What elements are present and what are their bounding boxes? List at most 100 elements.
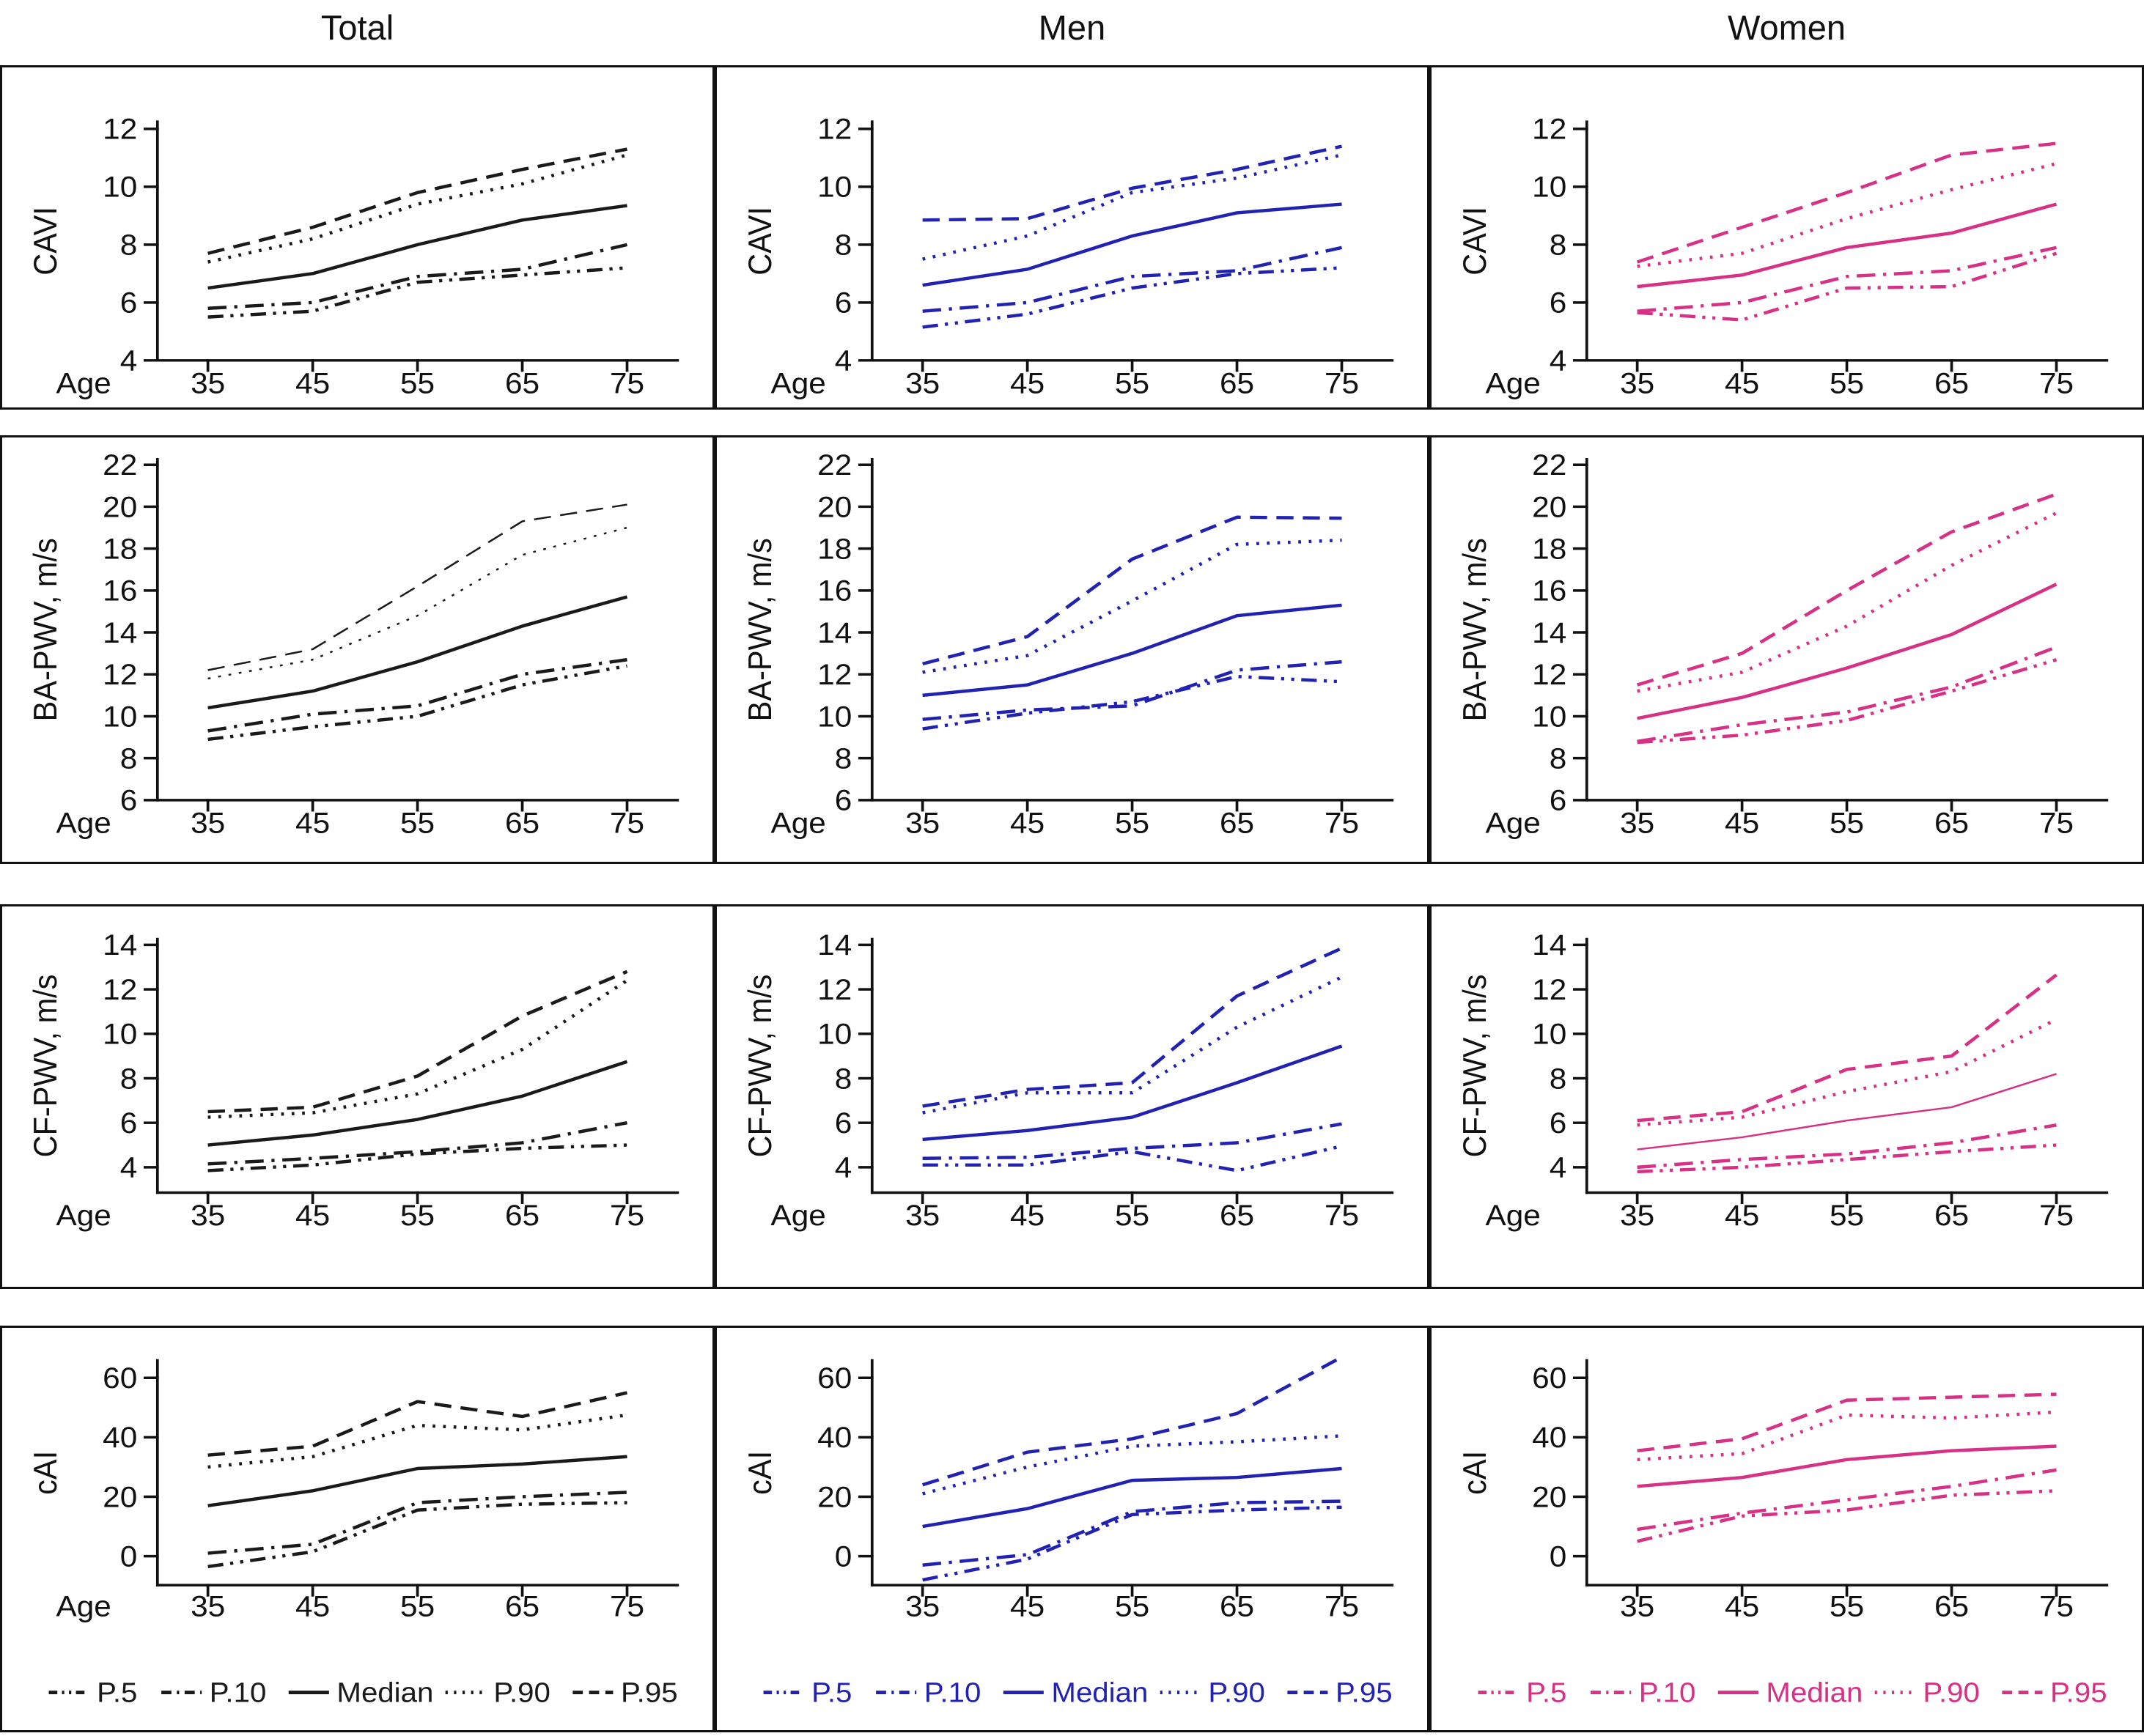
chart-total-ba-pwv: 6 8 10 12 14 16 18 20 22 35 45 55 65 75 BA-PWV, m/s Age bbox=[28, 448, 679, 839]
y-tick-label: 12 bbox=[103, 658, 137, 690]
y-tick-label: 10 bbox=[103, 171, 137, 203]
series-line-p90 bbox=[922, 153, 1343, 261]
legend-label: P.95 bbox=[2050, 1678, 2107, 1709]
series-line-p5 bbox=[207, 266, 627, 319]
legend-label: Median bbox=[1051, 1678, 1148, 1709]
x-tick-label: 45 bbox=[295, 1590, 330, 1622]
x-tick-label: 35 bbox=[191, 1199, 225, 1231]
series-line-p95 bbox=[1637, 973, 2058, 1123]
y-tick-label: 8 bbox=[835, 742, 852, 775]
y-tick-label: 4 bbox=[120, 344, 138, 377]
series-line-p10 bbox=[922, 245, 1343, 313]
y-tick-label: 8 bbox=[835, 1063, 852, 1095]
x-tick-label: 75 bbox=[2039, 1199, 2074, 1231]
column-title-men: Men bbox=[1038, 8, 1106, 47]
x-tick-label: 75 bbox=[2039, 367, 2074, 399]
age-label: Age bbox=[1486, 367, 1541, 399]
legend-label: P.10 bbox=[210, 1678, 267, 1709]
legend-item-p10: P.10 bbox=[161, 1678, 267, 1709]
x-tick-label: 75 bbox=[610, 807, 644, 839]
y-tick-label: 14 bbox=[817, 929, 852, 961]
series-line-median bbox=[922, 202, 1342, 287]
y-tick-label: 0 bbox=[835, 1540, 852, 1573]
y-tick-label: 12 bbox=[1532, 973, 1566, 1005]
series-line-p90 bbox=[207, 1413, 627, 1469]
series-line-p10 bbox=[922, 1499, 1342, 1567]
series-line-p95 bbox=[207, 147, 627, 255]
axes bbox=[858, 120, 1394, 372]
series-line-p95 bbox=[207, 1391, 628, 1457]
series-line-p90 bbox=[207, 526, 627, 680]
legend-label: P.5 bbox=[97, 1678, 137, 1709]
x-tick-label: 55 bbox=[400, 1590, 435, 1622]
x-tick-label: 75 bbox=[2039, 807, 2074, 839]
x-tick-label: 35 bbox=[1620, 1199, 1654, 1231]
y-axis-title: CAVI bbox=[1457, 207, 1494, 276]
age-label: Age bbox=[56, 1590, 111, 1622]
series-line-median bbox=[922, 603, 1342, 698]
legend-item-p10: P.10 bbox=[876, 1678, 981, 1708]
series-line-p10 bbox=[207, 658, 627, 733]
y-tick-label: 40 bbox=[1532, 1421, 1566, 1453]
x-tick-label: 65 bbox=[505, 1590, 539, 1622]
series-line-p5 bbox=[207, 664, 627, 742]
y-tick-label: 10 bbox=[817, 171, 852, 203]
age-label: Age bbox=[1486, 807, 1541, 839]
x-tick-label: 35 bbox=[1620, 367, 1654, 399]
y-tick-label: 22 bbox=[817, 448, 852, 481]
x-tick-label: 45 bbox=[295, 807, 330, 839]
series-line-p5 bbox=[922, 266, 1342, 329]
legend-label: P.10 bbox=[1639, 1678, 1696, 1709]
series-line-p95 bbox=[1636, 141, 2057, 264]
y-tick-label: 20 bbox=[817, 1481, 852, 1513]
series-line-p95 bbox=[1637, 1392, 2057, 1452]
x-tick-label: 65 bbox=[1220, 1590, 1254, 1622]
x-tick-label: 45 bbox=[1010, 807, 1045, 839]
age-label: Age bbox=[56, 367, 111, 399]
y-tick-label: 12 bbox=[103, 973, 137, 1005]
y-tick-label: 18 bbox=[817, 533, 852, 565]
x-tick-label: 65 bbox=[1934, 367, 1969, 399]
y-tick-label: 12 bbox=[103, 113, 137, 145]
y-tick-label: 6 bbox=[120, 1107, 138, 1139]
y-tick-label: 14 bbox=[1532, 929, 1566, 961]
y-tick-label: 22 bbox=[1532, 448, 1566, 481]
series-line-p5 bbox=[1637, 251, 2058, 322]
chart-men-cf-pwv: 4 6 8 10 12 14 35 45 55 65 75 CF-PWV, m/s Age bbox=[743, 929, 1394, 1232]
chart-women-cavi: 4 6 8 10 12 35 45 55 65 75 CAVI Age bbox=[1457, 113, 2109, 399]
legend-label: Median bbox=[336, 1678, 433, 1709]
chart-total-cai: 0 20 40 60 35 45 55 65 75 cAI Age P.5 P.10 Median P.90… bbox=[28, 1359, 679, 1709]
series-line-p90 bbox=[207, 979, 628, 1119]
y-tick-label: 14 bbox=[103, 929, 137, 961]
y-tick-label: 12 bbox=[1532, 658, 1566, 690]
y-axis-title: CAVI bbox=[28, 207, 65, 276]
legend-item-p5: P.5 bbox=[1478, 1678, 1566, 1708]
age-label: Age bbox=[56, 807, 111, 839]
series-line-median bbox=[207, 1060, 628, 1147]
legend-label: P.90 bbox=[493, 1678, 550, 1709]
series-line-median bbox=[1637, 1073, 2057, 1150]
axes bbox=[858, 937, 1394, 1205]
series-line-p90 bbox=[1637, 511, 2058, 693]
x-tick-label: 35 bbox=[1620, 807, 1654, 839]
series-line-p10 bbox=[922, 1122, 1342, 1160]
y-tick-label: 14 bbox=[103, 616, 137, 649]
y-tick-label: 6 bbox=[1550, 784, 1567, 816]
y-tick-label: 4 bbox=[120, 1151, 138, 1183]
y-tick-label: 20 bbox=[103, 1481, 137, 1513]
x-tick-label: 55 bbox=[1830, 807, 1864, 839]
x-tick-label: 45 bbox=[1725, 1590, 1759, 1622]
y-axis-title: cAI bbox=[28, 1451, 65, 1495]
x-tick-label: 65 bbox=[505, 367, 539, 399]
y-axis-title: CF-PWV, m/s bbox=[28, 975, 65, 1158]
y-tick-label: 40 bbox=[103, 1421, 137, 1453]
x-tick-label: 65 bbox=[1220, 807, 1254, 839]
x-tick-label: 35 bbox=[191, 1590, 225, 1622]
series-line-p95 bbox=[1636, 492, 2058, 687]
y-tick-label: 8 bbox=[120, 742, 138, 775]
legend-item-p10: P.10 bbox=[1591, 1678, 1696, 1709]
axes bbox=[1573, 1359, 2109, 1597]
age-label: Age bbox=[56, 1199, 111, 1231]
axes bbox=[1573, 937, 2109, 1205]
axes bbox=[1573, 457, 2109, 812]
